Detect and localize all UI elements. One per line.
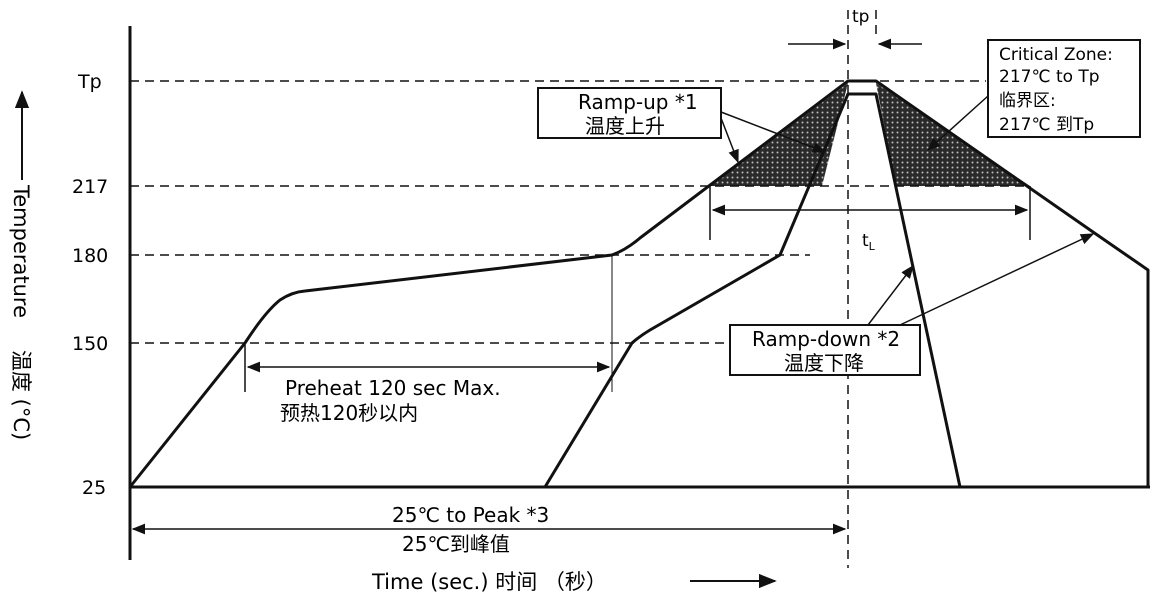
- critical-zone-line3: 临界区:: [999, 91, 1056, 111]
- ramp-down-label: Ramp-down *2: [752, 327, 900, 351]
- ramp-up-box: [537, 87, 722, 139]
- y-tick-25: 25: [82, 477, 106, 499]
- y-axis-label: Temperature: [9, 184, 33, 318]
- tl-label: tL: [862, 231, 876, 253]
- preheat-label-cn: 预热120秒以内: [280, 401, 418, 425]
- critical-zone-box: [987, 39, 1141, 138]
- y-tick-217: 217: [72, 176, 108, 198]
- y-tick-tp: Tp: [77, 71, 102, 93]
- ramp-up-pointer-2: [720, 117, 739, 164]
- ramp-down-pointer-2: [899, 233, 1095, 326]
- ramp-up-label: Ramp-up *1: [578, 90, 698, 114]
- ramp-up-pointer-1: [720, 111, 827, 153]
- to-peak-label-cn: 25℃到峰值: [402, 532, 510, 556]
- to-peak-label: 25℃ to Peak *3: [392, 503, 549, 527]
- y-axis-label-cn: 温度 (°C): [9, 350, 33, 440]
- tp-label: tp: [852, 7, 869, 27]
- ramp-down-label-cn: 温度下降: [784, 351, 864, 375]
- ramp-down-box: [729, 324, 921, 376]
- ramp-up-label-cn: 温度上升: [585, 114, 665, 138]
- reference-lines: [130, 10, 1030, 568]
- reflow-profile-curves: [128, 79, 1150, 488]
- ramp-down-pointer-1: [867, 264, 914, 326]
- y-tick-150: 150: [72, 333, 108, 355]
- y-tick-180: 180: [72, 245, 108, 267]
- preheat-label: Preheat 120 sec Max.: [285, 376, 501, 400]
- critical-zone-line4: 217℃ 到Tp: [999, 115, 1094, 135]
- critical-zone-line2: 217℃ to Tp: [999, 67, 1100, 87]
- critical-zone-line1: Critical Zone:: [999, 45, 1113, 65]
- x-axis-label: Time (sec.) 时间 （秒）: [371, 570, 607, 594]
- critical-zone-pointer: [926, 95, 989, 151]
